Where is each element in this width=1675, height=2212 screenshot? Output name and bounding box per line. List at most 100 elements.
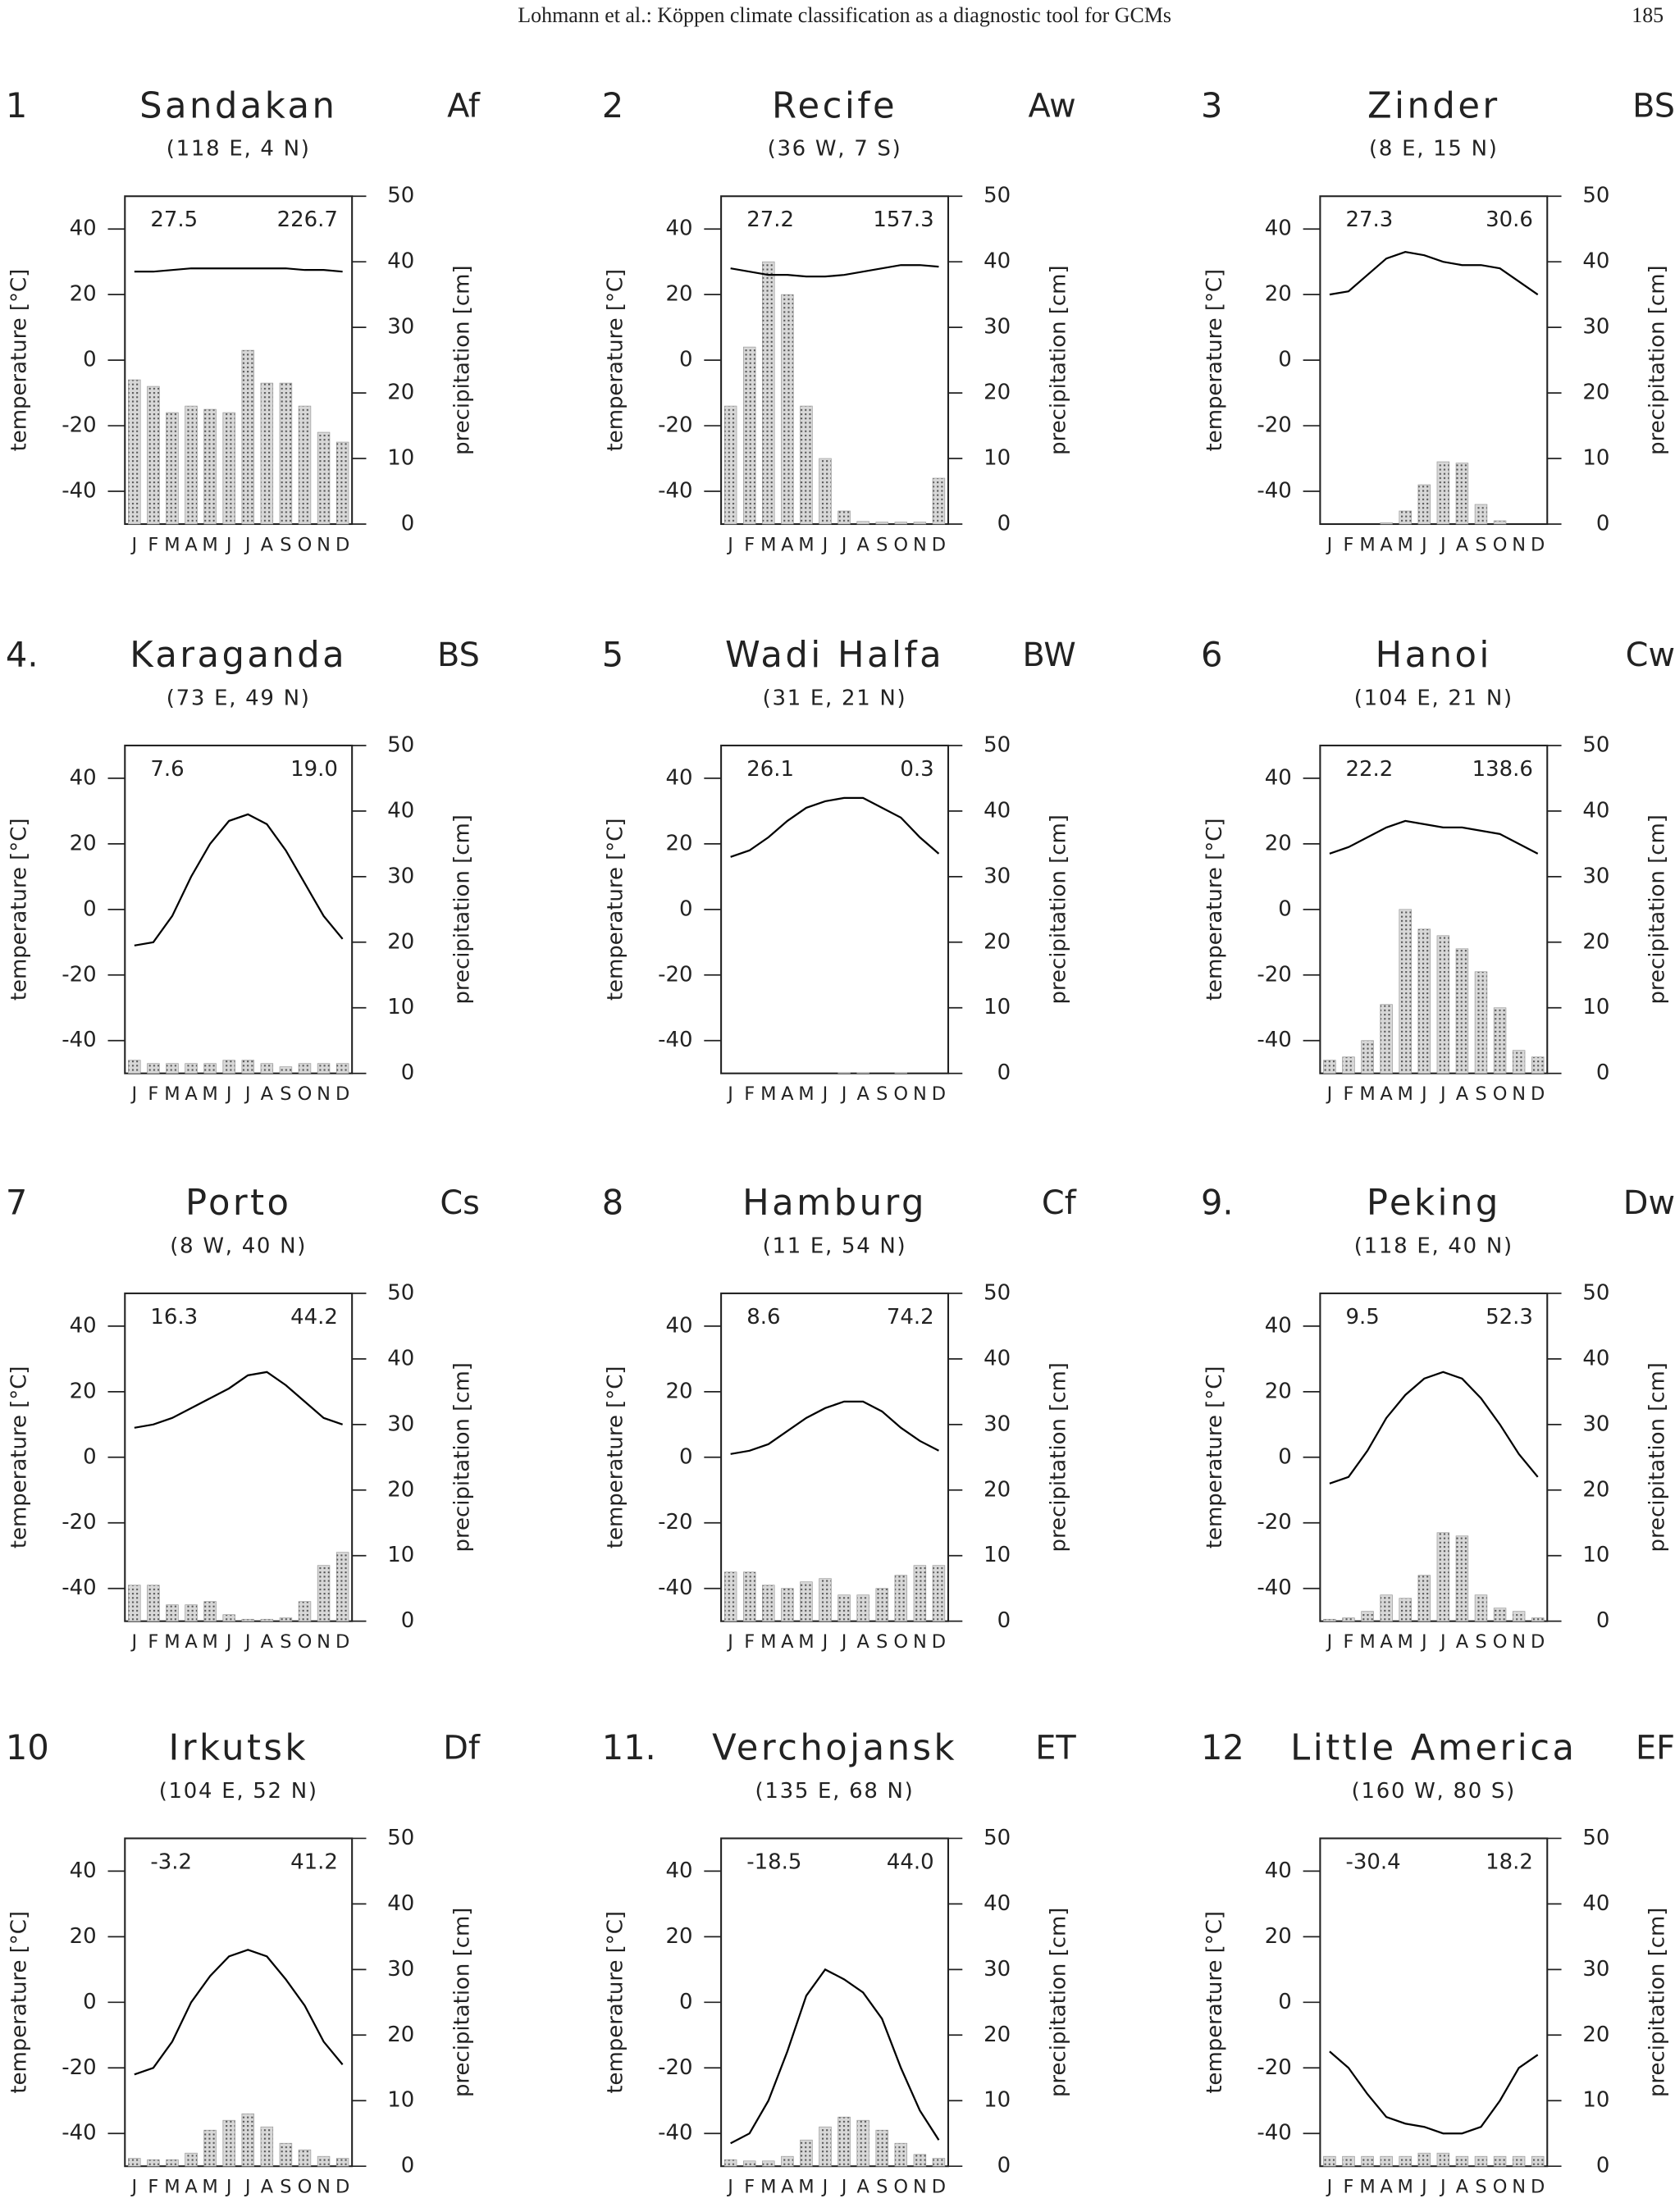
month-label: S bbox=[280, 1083, 291, 1105]
month-label: M bbox=[798, 2177, 814, 2198]
mean-temperature: 27.3 bbox=[1346, 208, 1394, 232]
month-label: M bbox=[760, 1631, 776, 1653]
y-tick-label: -40 bbox=[62, 2121, 96, 2146]
precipitation-bar bbox=[279, 1066, 293, 1074]
month-label: J bbox=[225, 1631, 232, 1653]
annual-precipitation: 0.3 bbox=[900, 757, 933, 782]
precipitation-bar bbox=[147, 1063, 160, 1074]
precipitation-bar bbox=[128, 1585, 141, 1622]
y-tick-label: 20 bbox=[70, 1379, 97, 1403]
month-label: M bbox=[760, 1083, 776, 1105]
month-label: J bbox=[130, 1083, 138, 1105]
precipitation-bar bbox=[875, 2129, 888, 2167]
y-tick-label: 40 bbox=[70, 1313, 97, 1338]
y2-tick-label: 50 bbox=[1582, 1280, 1609, 1305]
month-label: A bbox=[856, 1631, 869, 1653]
month-label: S bbox=[876, 2177, 888, 2198]
y2-tick-label: 40 bbox=[1582, 798, 1609, 823]
mean-temperature: -18.5 bbox=[746, 1849, 801, 1874]
month-label: J bbox=[1420, 534, 1427, 555]
precipitation-bar bbox=[913, 1565, 927, 1622]
y2-tick-label: 40 bbox=[984, 798, 1011, 823]
month-label: N bbox=[317, 2177, 331, 2198]
mean-temperature: 27.2 bbox=[746, 208, 794, 232]
y-tick-label: 40 bbox=[70, 765, 97, 790]
month-label: J bbox=[1439, 534, 1446, 555]
panel-number: 1 bbox=[6, 85, 27, 125]
y-axis-label: temperature [°C] bbox=[7, 819, 32, 1001]
y-tick-label: -40 bbox=[658, 479, 692, 504]
precipitation-bar bbox=[147, 1585, 160, 1622]
y2-tick-label: 20 bbox=[984, 381, 1011, 405]
mean-temperature: 9.5 bbox=[1346, 1305, 1380, 1329]
month-label: D bbox=[1531, 534, 1545, 555]
month-label: A bbox=[1456, 1083, 1469, 1105]
y2-axis-label: precipitation [cm] bbox=[1645, 265, 1670, 454]
y-tick-label: -40 bbox=[62, 1028, 96, 1052]
month-label: S bbox=[876, 534, 888, 555]
month-label: J bbox=[1439, 1631, 1446, 1653]
y-tick-label: -20 bbox=[658, 962, 692, 987]
precipitation-bar bbox=[260, 1618, 274, 1622]
mean-temperature: -3.2 bbox=[150, 1849, 192, 1874]
y2-tick-label: 20 bbox=[387, 1477, 414, 1502]
month-label: J bbox=[821, 1083, 828, 1105]
month-label: D bbox=[932, 1083, 946, 1105]
precipitation-bar bbox=[298, 1601, 312, 1622]
precipitation-bar bbox=[298, 2149, 312, 2167]
month-label: A bbox=[1380, 1631, 1393, 1653]
month-label: F bbox=[148, 534, 158, 555]
precipitation-bar bbox=[147, 385, 160, 525]
month-label: J bbox=[1420, 1631, 1427, 1653]
y2-tick-label: 20 bbox=[984, 2023, 1011, 2047]
month-label: D bbox=[335, 534, 349, 555]
precipitation-bar bbox=[838, 1072, 851, 1074]
month-label: D bbox=[1531, 1083, 1545, 1105]
month-label: J bbox=[1326, 534, 1333, 555]
y-tick-label: 40 bbox=[665, 1313, 692, 1338]
month-label: M bbox=[798, 534, 814, 555]
y2-axis-label: precipitation [cm] bbox=[1046, 265, 1070, 454]
plot-frame bbox=[1319, 195, 1549, 526]
month-label: A bbox=[1456, 534, 1469, 555]
precipitation-bar bbox=[762, 1585, 775, 1622]
precipitation-bar bbox=[335, 2158, 349, 2167]
climate-code: Df bbox=[443, 1730, 481, 1767]
y2-axis-label: precipitation [cm] bbox=[1046, 1362, 1070, 1552]
y-axis-label: temperature [°C] bbox=[604, 1366, 628, 1548]
y2-tick-label: 30 bbox=[984, 1957, 1011, 1982]
climate-code: ET bbox=[1035, 1730, 1076, 1767]
panel-number: 8 bbox=[602, 1183, 623, 1223]
y-tick-label: -40 bbox=[1257, 2121, 1291, 2146]
y2-tick-label: 30 bbox=[1582, 864, 1609, 888]
month-label: J bbox=[130, 1631, 138, 1653]
precipitation-bar bbox=[1436, 461, 1450, 525]
climate-code: Aw bbox=[1029, 87, 1076, 125]
precipitation-bar bbox=[1361, 1611, 1374, 1622]
precipitation-bar bbox=[1493, 1007, 1507, 1074]
month-label: M bbox=[1359, 1631, 1375, 1653]
y-tick-label: -20 bbox=[62, 1510, 96, 1535]
precipitation-bar bbox=[723, 1571, 737, 1622]
y-tick-label: 20 bbox=[665, 282, 692, 307]
month-label: D bbox=[335, 1631, 349, 1653]
month-label: M bbox=[1398, 1083, 1413, 1105]
plot-frame bbox=[1319, 1837, 1549, 2168]
precipitation-bar bbox=[203, 2129, 217, 2167]
y2-axis-label: precipitation [cm] bbox=[450, 814, 475, 1004]
precipitation-bar bbox=[1380, 2155, 1393, 2167]
y2-tick-label: 0 bbox=[401, 1608, 415, 1633]
y-tick-label: 0 bbox=[679, 1444, 693, 1469]
precipitation-bar bbox=[1474, 1594, 1488, 1622]
y2-tick-label: 50 bbox=[984, 1826, 1011, 1850]
plot-frame bbox=[124, 1837, 354, 2168]
y2-tick-label: 30 bbox=[387, 864, 414, 888]
y-tick-label: 0 bbox=[83, 1444, 97, 1469]
y-tick-label: -40 bbox=[658, 1576, 692, 1600]
y-tick-label: 20 bbox=[70, 831, 97, 855]
precipitation-bar bbox=[1436, 2152, 1450, 2167]
y2-axis-label: precipitation [cm] bbox=[450, 1908, 475, 2097]
month-label: F bbox=[1344, 1083, 1354, 1105]
precipitation-bar bbox=[166, 1604, 179, 1622]
